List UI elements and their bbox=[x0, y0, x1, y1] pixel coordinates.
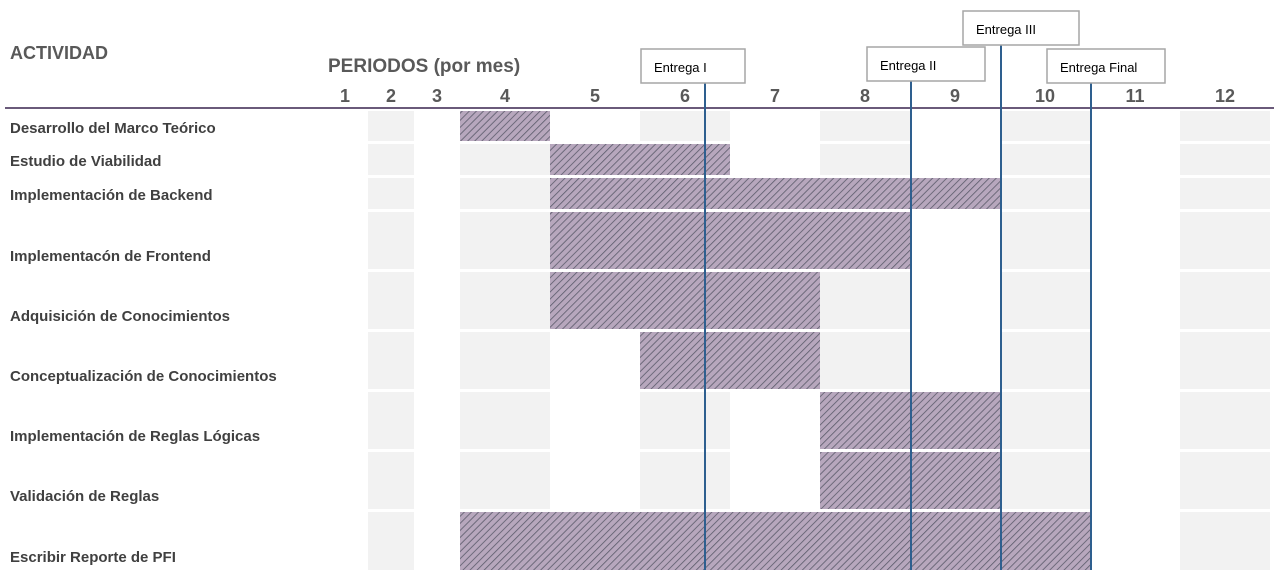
task-label: Conceptualización de Conocimientos bbox=[10, 368, 277, 385]
milestone-box bbox=[640, 48, 746, 84]
milestone-box bbox=[962, 10, 1080, 46]
task-bar bbox=[550, 272, 820, 329]
task-labels: Desarrollo del Marco Teórico Estudio de V… bbox=[10, 120, 277, 566]
period-label-3: 3 bbox=[432, 86, 442, 106]
task-label: Estudio de Viabilidad bbox=[10, 153, 161, 170]
row-separator bbox=[322, 269, 1274, 272]
row-separator bbox=[322, 141, 1274, 144]
period-label-12: 12 bbox=[1215, 86, 1235, 106]
task-label: Desarrollo del Marco Teórico bbox=[10, 120, 216, 137]
row-separator bbox=[322, 175, 1274, 178]
milestone-box bbox=[866, 46, 986, 82]
period-label-2: 2 bbox=[386, 86, 396, 106]
row-separator bbox=[322, 389, 1274, 392]
period-label-5: 5 bbox=[590, 86, 600, 106]
period-column-bg-10 bbox=[1000, 111, 1090, 570]
task-bar bbox=[550, 212, 910, 269]
milestone-label: Entrega III bbox=[976, 22, 1036, 37]
milestone-box bbox=[1046, 48, 1166, 84]
row-separator bbox=[322, 509, 1274, 512]
row-separators bbox=[322, 141, 1274, 512]
activity-header: ACTIVIDAD bbox=[10, 43, 108, 63]
period-labels: 1 2 3 4 5 6 7 8 9 10 11 12 bbox=[340, 86, 1235, 106]
periods-header: PERIODOS (por mes) bbox=[328, 56, 520, 77]
task-bars bbox=[460, 111, 1090, 570]
task-label: Validación de Reglas bbox=[10, 488, 159, 505]
period-label-10: 10 bbox=[1035, 86, 1055, 106]
milestone-label: Entrega II bbox=[880, 58, 936, 73]
task-label: Escribir Reporte de PFI bbox=[10, 549, 176, 566]
period-label-8: 8 bbox=[860, 86, 870, 106]
period-label-7: 7 bbox=[770, 86, 780, 106]
task-bar bbox=[640, 332, 820, 389]
period-label-1: 1 bbox=[340, 86, 350, 106]
period-label-6: 6 bbox=[680, 86, 690, 106]
task-bar bbox=[460, 111, 550, 141]
task-label: Implementación de Backend bbox=[10, 187, 213, 204]
milestone-label: Entrega Final bbox=[1060, 60, 1137, 75]
milestones: Entrega I Entrega II Entrega III Entrega Fi… bbox=[640, 10, 1166, 570]
period-column-bg-2 bbox=[368, 111, 414, 570]
task-bar bbox=[460, 512, 1090, 570]
task-bar bbox=[550, 178, 1000, 209]
task-label: Implementacón de Frontend bbox=[10, 248, 211, 265]
row-separator bbox=[322, 329, 1274, 332]
milestone-label: Entrega I bbox=[654, 60, 707, 75]
period-label-11: 11 bbox=[1125, 86, 1144, 106]
task-bar bbox=[550, 144, 730, 175]
period-column-bg-12 bbox=[1180, 111, 1270, 570]
period-label-9: 9 bbox=[950, 86, 960, 106]
row-separator bbox=[322, 449, 1274, 452]
period-label-4: 4 bbox=[500, 86, 510, 106]
row-separator bbox=[322, 209, 1274, 212]
period-column-bg-4 bbox=[460, 111, 550, 570]
task-label: Implementación de Reglas Lógicas bbox=[10, 428, 260, 445]
task-label: Adquisición de Conocimientos bbox=[10, 308, 230, 325]
